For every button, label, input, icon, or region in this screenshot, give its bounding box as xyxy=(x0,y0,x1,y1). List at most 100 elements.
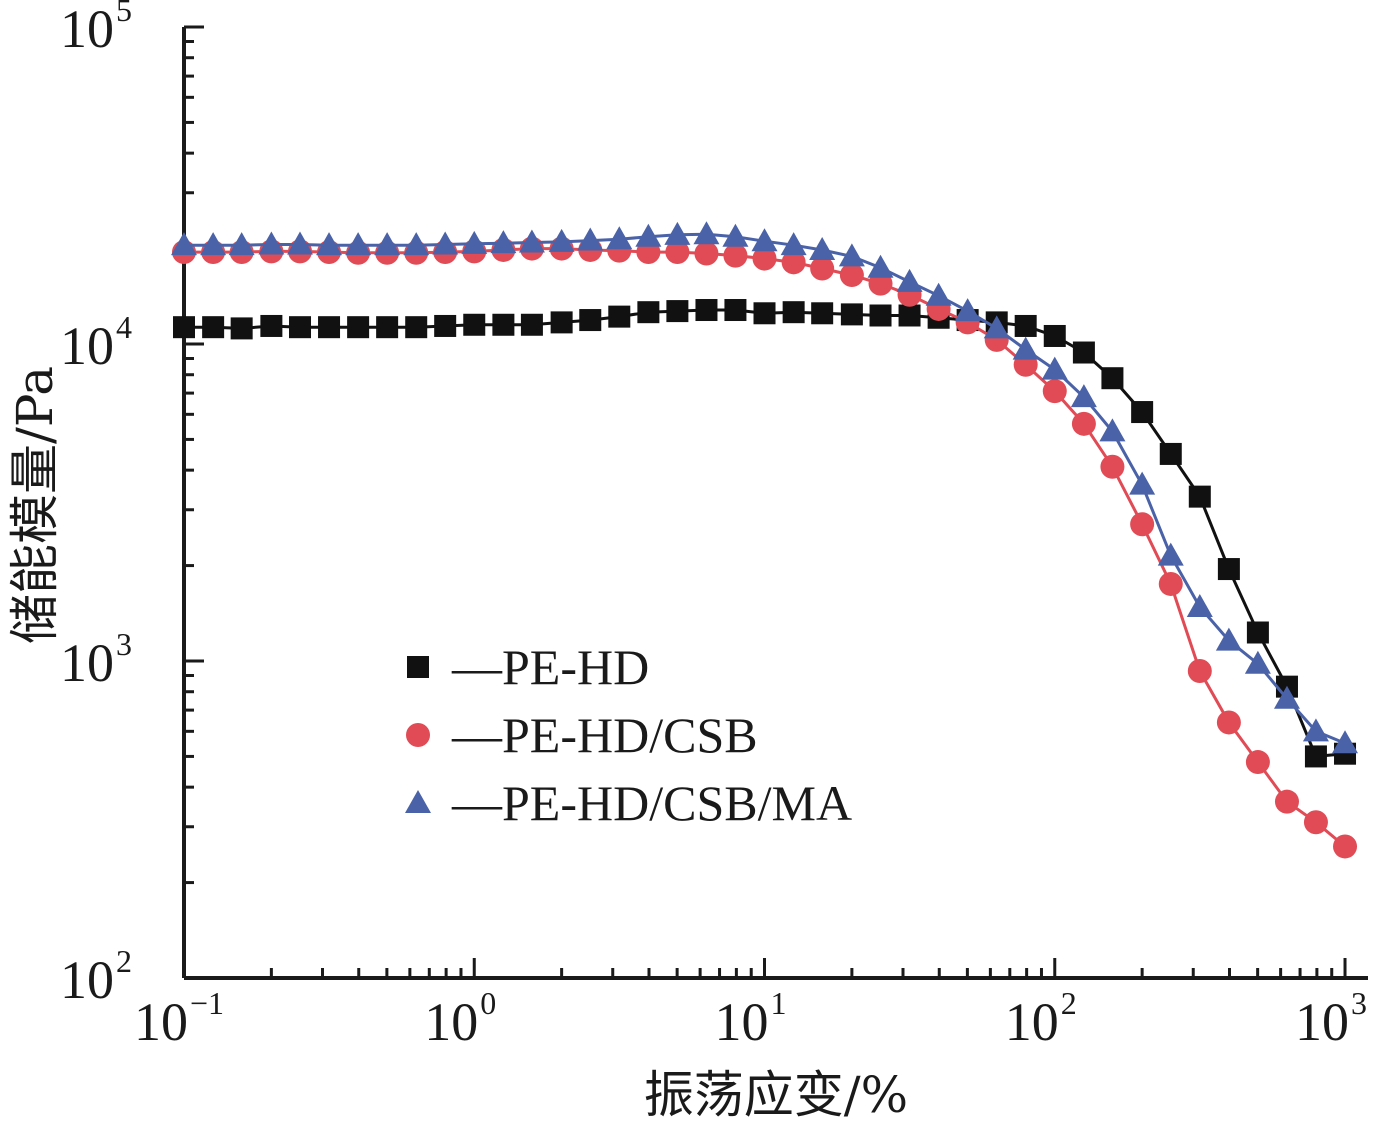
data-point xyxy=(925,282,952,306)
data-point xyxy=(1101,367,1124,390)
data-point xyxy=(1302,718,1329,742)
data-point xyxy=(1012,336,1039,360)
data-point xyxy=(1186,594,1213,618)
y-tick-exponent: 4 xyxy=(116,309,132,345)
legend-marker xyxy=(406,723,430,747)
y-tick-exponent: 5 xyxy=(116,0,132,28)
x-tick-base: 10 xyxy=(134,992,188,1052)
series-3 xyxy=(171,221,1359,754)
x-tick-label: 10 2 xyxy=(1005,985,1077,1052)
x-axis-title: 振荡应变/% xyxy=(644,1066,908,1124)
data-point xyxy=(869,304,892,327)
data-point xyxy=(983,315,1010,339)
data-point xyxy=(1159,442,1182,465)
x-tick-base: 10 xyxy=(715,992,769,1052)
data-point xyxy=(374,232,401,256)
data-point xyxy=(1333,834,1358,859)
series-layer xyxy=(171,221,1359,859)
data-point xyxy=(753,302,776,325)
data-point xyxy=(1131,401,1154,424)
data-point xyxy=(173,316,195,339)
data-point xyxy=(1245,750,1270,775)
data-point xyxy=(635,223,662,247)
x-tick-exponent: −1 xyxy=(190,985,224,1021)
data-point xyxy=(171,232,197,256)
data-point xyxy=(1014,314,1037,337)
data-point xyxy=(665,240,690,265)
data-point xyxy=(1070,384,1097,408)
legend-label: —PE-HD/CSB xyxy=(451,707,758,763)
data-point xyxy=(1217,558,1240,581)
data-point xyxy=(1100,454,1125,479)
data-point xyxy=(287,231,314,255)
y-tick-base: 10 xyxy=(60,0,114,59)
data-point xyxy=(548,228,575,252)
data-point xyxy=(722,223,749,247)
data-point xyxy=(693,221,720,245)
x-tick-exponent: 0 xyxy=(480,985,496,1021)
data-point xyxy=(345,232,372,256)
legend-entry: —PE-HD xyxy=(407,639,649,695)
legend-label: —PE-HD xyxy=(451,639,649,695)
x-tick-base: 10 xyxy=(1295,992,1349,1052)
data-point xyxy=(405,316,428,339)
data-point xyxy=(896,268,923,292)
data-point xyxy=(1246,621,1269,644)
y-tick-label: 10 2 xyxy=(60,943,132,1010)
data-point xyxy=(694,241,719,266)
data-point xyxy=(838,243,865,267)
data-point xyxy=(1043,324,1066,347)
data-point xyxy=(518,229,545,253)
data-point xyxy=(1072,341,1095,364)
legend-marker xyxy=(405,790,431,813)
data-point xyxy=(1188,485,1211,508)
data-point xyxy=(1129,471,1156,495)
data-point xyxy=(751,228,778,252)
x-tick-exponent: 1 xyxy=(771,985,787,1021)
y-tick-base: 10 xyxy=(60,316,114,376)
data-point xyxy=(781,250,806,275)
data-point xyxy=(666,300,689,323)
data-point xyxy=(840,303,863,326)
data-point xyxy=(724,299,747,322)
x-tick-label: 10 0 xyxy=(424,985,496,1052)
series-line xyxy=(184,308,1346,758)
data-point xyxy=(1303,810,1328,835)
y-tick-exponent: 2 xyxy=(116,943,132,979)
data-point xyxy=(867,254,894,278)
y-tick-exponent: 3 xyxy=(116,626,132,662)
data-point xyxy=(1244,650,1271,674)
data-point xyxy=(811,302,834,325)
data-point xyxy=(347,316,370,339)
data-point xyxy=(810,256,835,281)
y-tick-label: 10 5 xyxy=(60,0,132,59)
data-point xyxy=(289,316,312,339)
axes: 10 210 310 410 510 −1 10 0 10 1 10 2 10 3 xyxy=(60,0,1368,1052)
legend: —PE-HD —PE-HD/CSB —PE-HD/CSB/MA xyxy=(405,639,852,831)
data-point xyxy=(490,230,517,254)
data-point xyxy=(463,313,486,336)
data-point xyxy=(434,314,457,337)
data-point xyxy=(695,299,718,322)
data-point xyxy=(200,232,227,256)
data-point xyxy=(898,304,921,327)
data-point xyxy=(954,298,981,322)
data-point xyxy=(782,301,805,324)
y-axis-title: 储能模量/Pa xyxy=(6,366,64,644)
legend-entry: —PE-HD/CSB/MA xyxy=(405,775,852,831)
data-point xyxy=(637,301,660,324)
data-point xyxy=(260,314,283,337)
data-point xyxy=(1157,542,1184,566)
data-point xyxy=(839,263,864,288)
data-point xyxy=(1042,379,1067,404)
data-point xyxy=(1273,685,1300,709)
x-tick-exponent: 3 xyxy=(1351,985,1367,1021)
data-point xyxy=(608,305,631,328)
data-point xyxy=(577,227,604,251)
legend-entry: —PE-HD/CSB xyxy=(406,707,758,763)
data-point xyxy=(579,309,602,332)
data-point xyxy=(318,316,341,339)
x-tick-label: 10 −1 xyxy=(134,985,224,1052)
